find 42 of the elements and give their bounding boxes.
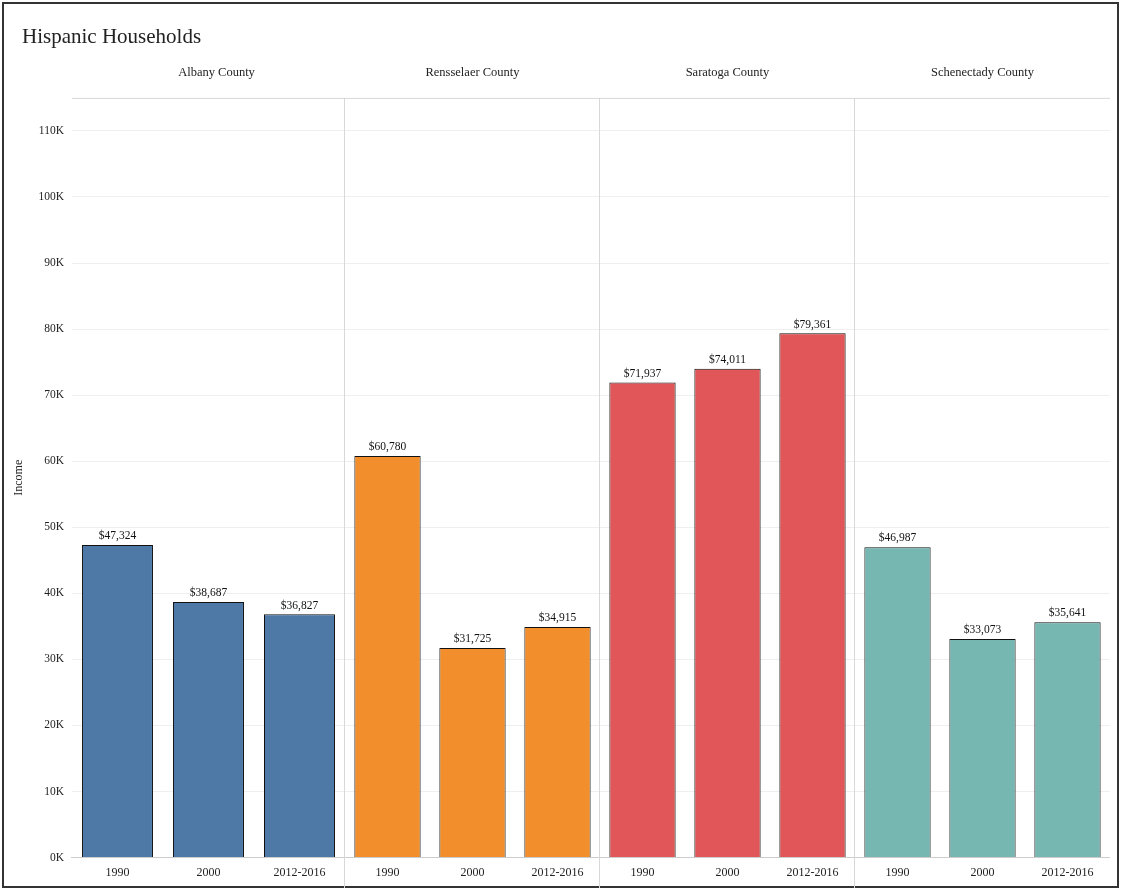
- y-tick-label: 110K: [38, 123, 65, 136]
- data-label: $74,011: [709, 352, 747, 366]
- data-label: $47,324: [98, 529, 137, 543]
- y-tick-label: 70K: [44, 388, 65, 401]
- data-label: $33,073: [963, 623, 1002, 637]
- x-tick-label: 1990: [630, 864, 655, 879]
- y-axis-title: Income: [11, 459, 26, 496]
- x-tick-label: 1990: [885, 864, 910, 879]
- data-label: $46,987: [878, 531, 917, 545]
- data-label: $34,915: [538, 611, 577, 625]
- data-label: $38,687: [189, 586, 228, 600]
- x-tick-label: 2012-2016: [273, 864, 326, 879]
- chart-subtitle: Rensselaer County: [424, 64, 521, 81]
- data-label: $60,780: [368, 440, 407, 454]
- y-tick-label: 50K: [44, 520, 65, 533]
- y-tick-label: 20K: [44, 718, 65, 731]
- x-tick-label: 2000: [715, 864, 740, 879]
- x-tick-label: 2012-2016: [786, 864, 839, 879]
- x-tick-label: 2000: [460, 864, 485, 879]
- y-tick-label: 100K: [38, 190, 65, 203]
- data-label: $35,641: [1048, 606, 1087, 620]
- y-tick-label: 0K: [49, 850, 65, 863]
- data-label: $31,725: [453, 632, 492, 646]
- data-label: $71,937: [623, 366, 662, 380]
- chart-subtitle: Saratoga County: [684, 64, 771, 81]
- data-label: $36,827: [280, 598, 319, 612]
- x-tick-label: 2012-2016: [531, 864, 584, 879]
- y-tick-label: 80K: [44, 322, 65, 335]
- x-tick-label: 2012-2016: [1041, 864, 1094, 879]
- y-tick-label: 40K: [44, 586, 65, 599]
- x-tick-label: 2000: [196, 864, 221, 879]
- y-tick-label: 10K: [44, 784, 65, 797]
- data-label: $79,361: [793, 317, 832, 331]
- y-tick-label: 30K: [44, 652, 65, 665]
- chart-title: Hispanic Households: [22, 24, 202, 49]
- y-tick-label: 90K: [44, 256, 65, 269]
- x-tick-label: 1990: [375, 864, 400, 879]
- y-tick-label: 60K: [44, 454, 65, 467]
- x-tick-label: 2000: [970, 864, 995, 879]
- chart-subtitle: Albany County: [177, 64, 256, 81]
- chart-subtitle: Schenectady County: [929, 64, 1036, 81]
- x-tick-label: 1990: [105, 864, 130, 879]
